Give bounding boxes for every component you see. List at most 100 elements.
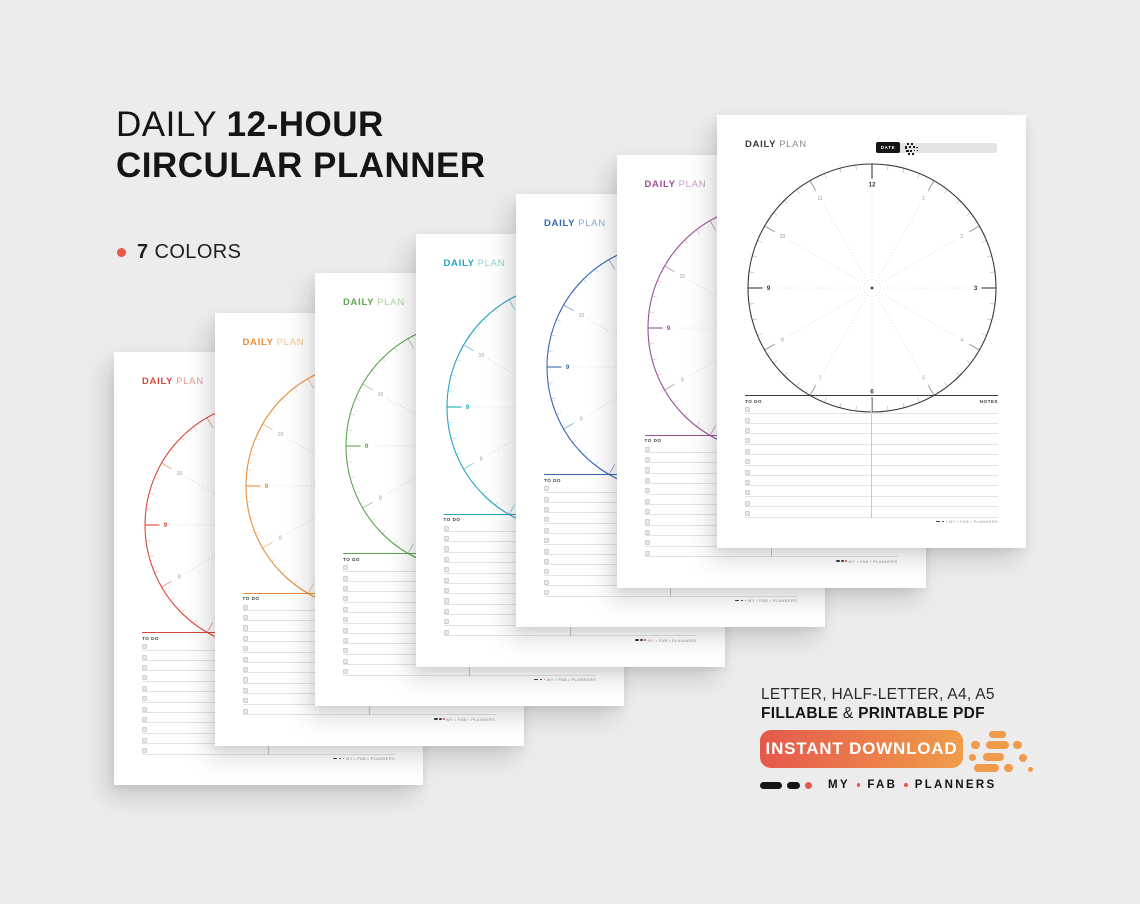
footer-dot-icon bbox=[845, 560, 847, 562]
footer-dash-icon bbox=[433, 718, 438, 720]
clock-hour-label: 10 bbox=[478, 353, 484, 359]
todo-checkbox bbox=[242, 667, 248, 673]
cta-dot-icon bbox=[1013, 741, 1022, 749]
todo-checkbox bbox=[242, 708, 248, 714]
todo-checkbox bbox=[745, 500, 751, 506]
color-label: COLORS bbox=[154, 241, 242, 263]
clock-hour-label: 8 bbox=[680, 377, 683, 383]
clock-hour-label: 10 bbox=[779, 234, 785, 240]
date-dot-icon bbox=[908, 153, 910, 155]
todo-checkbox bbox=[242, 677, 248, 683]
todo-checkbox bbox=[242, 687, 248, 693]
todo-checkbox bbox=[242, 646, 248, 652]
todo-checkbox bbox=[544, 579, 550, 585]
clock-hour-label: 9 bbox=[767, 285, 771, 292]
todo-checkbox bbox=[544, 506, 550, 513]
clock-hour-label: 8 bbox=[781, 338, 784, 344]
bullet-icon bbox=[117, 248, 126, 257]
todo-label: TO DO bbox=[544, 477, 561, 483]
todo-checkbox bbox=[343, 637, 349, 644]
todo-checkbox bbox=[142, 748, 148, 754]
footer-brand-text: MY • FAB • PLANNERS bbox=[346, 756, 395, 761]
footer-dash-icon bbox=[936, 520, 941, 523]
instant-download-button[interactable]: INSTANT DOWNLOAD bbox=[760, 730, 963, 768]
cta-dot-icon bbox=[989, 731, 1006, 738]
cta-dot-icon bbox=[1004, 764, 1013, 772]
footer-brand-text: MY • FAB • PLANNERS bbox=[848, 558, 898, 564]
todo-checkbox bbox=[142, 696, 148, 702]
todo-checkbox bbox=[544, 496, 550, 502]
cta-dot-icon bbox=[983, 753, 1004, 761]
planner-footer: MY • FAB • PLANNERS bbox=[735, 598, 797, 603]
todo-checkbox bbox=[343, 606, 349, 612]
todo-checkbox bbox=[644, 467, 650, 473]
todo-label: TO DO bbox=[745, 398, 762, 404]
todo-checkbox bbox=[343, 627, 349, 633]
planner-plan-label: PLAN bbox=[578, 218, 606, 229]
date-dot-icon bbox=[912, 153, 914, 155]
todo-checkbox bbox=[544, 517, 550, 523]
date-dot-icon bbox=[907, 142, 909, 145]
footer-dot-icon bbox=[644, 639, 646, 641]
footer-dot-icon bbox=[342, 757, 345, 760]
date-badge: DATE bbox=[876, 142, 900, 153]
todo-checkbox bbox=[745, 417, 751, 423]
clock-hour-label: 10 bbox=[377, 392, 383, 398]
todo-checkbox bbox=[544, 527, 550, 533]
todo-checkbox bbox=[544, 558, 550, 565]
clock-hour-label: 9 bbox=[264, 482, 268, 489]
page-title: DAILY 12-HOUR CIRCULAR PLANNER bbox=[116, 104, 486, 186]
filetype-text: FILLABLE & PRINTABLE PDF bbox=[761, 705, 985, 723]
todo-checkbox bbox=[745, 469, 751, 475]
todo-checkbox bbox=[142, 654, 148, 660]
todo-checkbox bbox=[644, 477, 650, 483]
footer-dash-icon bbox=[539, 678, 543, 681]
todo-checkbox bbox=[443, 619, 449, 625]
footer-dash-icon bbox=[835, 560, 840, 562]
planner-plan-label: PLAN bbox=[176, 376, 204, 387]
todo-checkbox bbox=[242, 625, 248, 631]
clock-hour-label: 4 bbox=[960, 338, 963, 344]
todo-checkbox bbox=[242, 615, 248, 621]
planner-daily-label: DAILY bbox=[745, 139, 777, 150]
todo-checkbox bbox=[745, 438, 751, 444]
cta-dots-decoration bbox=[963, 727, 1037, 776]
formats-text: LETTER, HALF-LETTER, A4, A5 bbox=[761, 686, 995, 703]
planner-plan-label: PLAN bbox=[477, 257, 506, 269]
clock-hour-label: 9 bbox=[566, 364, 570, 371]
clock-hour-label: 8 bbox=[479, 456, 482, 462]
todo-checkbox bbox=[242, 635, 248, 641]
brand-word: PLANNERS bbox=[914, 779, 997, 791]
todo-checkbox bbox=[142, 675, 148, 681]
todo-checkbox bbox=[544, 486, 550, 492]
brand-words: MY FAB PLANNERS bbox=[828, 779, 996, 791]
clock-hour-label: 5 bbox=[922, 375, 925, 381]
todo-checkbox bbox=[745, 479, 751, 486]
planner-footer: MY • FAB • PLANNERS bbox=[634, 637, 697, 643]
todo-checkbox bbox=[242, 698, 248, 704]
todo-checkbox bbox=[644, 550, 650, 556]
todo-checkbox bbox=[343, 648, 349, 654]
date-dot-icon bbox=[911, 142, 913, 145]
todo-checkbox bbox=[443, 598, 449, 604]
date-dot-icon bbox=[916, 146, 918, 148]
date-dot-icon bbox=[910, 149, 912, 152]
todo-checkbox bbox=[644, 509, 650, 515]
printable-label: PRINTABLE PDF bbox=[858, 705, 985, 722]
title-daily: DAILY bbox=[116, 105, 217, 144]
footer-dot-icon bbox=[744, 599, 747, 602]
todo-checkbox bbox=[745, 459, 751, 465]
title-12hour: 12-HOUR bbox=[226, 105, 384, 144]
todo-checkbox bbox=[343, 658, 349, 664]
planner-footer: MY • FAB • PLANNERS bbox=[835, 558, 898, 564]
todo-checkbox bbox=[745, 448, 751, 454]
todo-checkbox bbox=[142, 644, 148, 650]
clock-hour-label: 10 bbox=[679, 274, 685, 280]
todo-checkbox bbox=[544, 569, 550, 575]
footer-dot-icon bbox=[945, 520, 948, 523]
footer-brand-text: MY • FAB • PLANNERS bbox=[647, 637, 697, 643]
date-dot-icon bbox=[913, 149, 916, 152]
clock-hour-label: 8 bbox=[580, 417, 583, 423]
